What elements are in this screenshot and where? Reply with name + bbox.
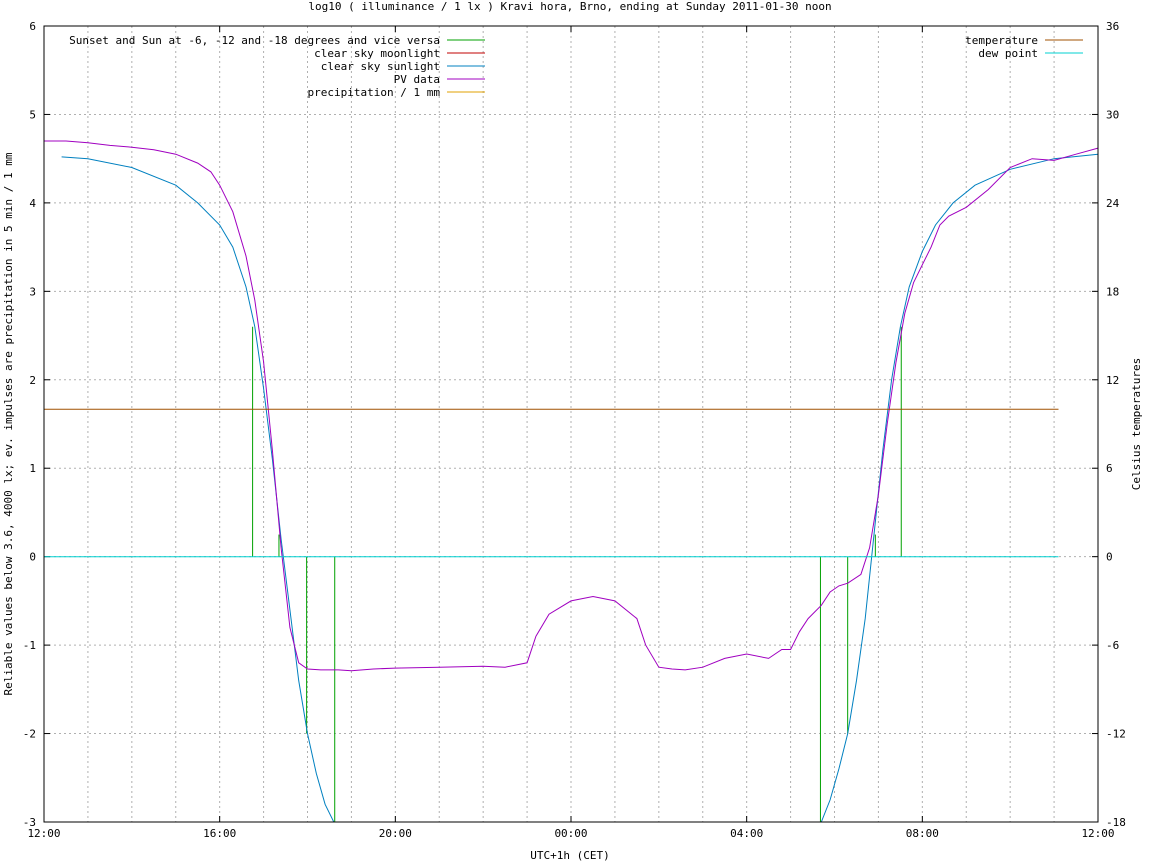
x-tick-label: 12:00 bbox=[1081, 827, 1114, 840]
y2-tick-label: 12 bbox=[1106, 374, 1119, 387]
y-tick-label: 4 bbox=[29, 197, 36, 210]
y2-tick-label: -6 bbox=[1106, 639, 1119, 652]
y2-tick-label: 36 bbox=[1106, 20, 1119, 33]
y-tick-label: 5 bbox=[29, 108, 36, 121]
x-tick-label: 08:00 bbox=[906, 827, 939, 840]
y-axis-label: Reliable values below 3.6, 4000 lx; ev. … bbox=[2, 152, 15, 695]
y2-tick-label: -12 bbox=[1106, 728, 1126, 741]
series-line-clear-sky-sunlight bbox=[61, 153, 1099, 823]
y-tick-label: 1 bbox=[29, 462, 36, 475]
legend-label: dew point bbox=[978, 47, 1038, 60]
legend-label: PV data bbox=[394, 73, 440, 86]
y-tick-label: -1 bbox=[23, 639, 36, 652]
y-tick-label: 2 bbox=[29, 374, 36, 387]
y2-tick-label: 18 bbox=[1106, 285, 1119, 298]
y-tick-label: -3 bbox=[23, 816, 36, 829]
legend-label: temperature bbox=[965, 34, 1038, 47]
y-tick-label: -2 bbox=[23, 728, 36, 741]
legend-label: clear sky moonlight bbox=[314, 47, 440, 60]
y-tick-label: 0 bbox=[29, 551, 36, 564]
y2-axis-label: Celsius temperatures bbox=[1130, 358, 1143, 490]
y2-tick-label: 24 bbox=[1106, 197, 1120, 210]
legend-label: Sunset and Sun at -6, -12 and -18 degree… bbox=[69, 34, 440, 47]
x-tick-label: 12:00 bbox=[27, 827, 60, 840]
ticks: 12:00 16:00 20:00 00:00 04:00 08:00 12:00-3-2-… bbox=[23, 20, 1126, 840]
y2-tick-label: 0 bbox=[1106, 551, 1113, 564]
chart-title: log10 ( illuminance / 1 lx ) Kravi hora,… bbox=[308, 0, 831, 13]
y2-tick-label: 6 bbox=[1106, 462, 1113, 475]
legend-label: clear sky sunlight bbox=[321, 60, 440, 73]
plot-border bbox=[43, 25, 1099, 823]
grid bbox=[44, 26, 1098, 822]
x-tick-label: 16:00 bbox=[203, 827, 236, 840]
y2-tick-label: 30 bbox=[1106, 108, 1119, 121]
series-line-PV-data bbox=[44, 140, 1099, 672]
y-tick-label: 3 bbox=[29, 285, 36, 298]
y-tick-label: 6 bbox=[29, 20, 36, 33]
x-tick-label: 04:00 bbox=[730, 827, 763, 840]
x-tick-label: 20:00 bbox=[379, 827, 412, 840]
x-axis-label: UTC+1h (CET) bbox=[530, 849, 609, 862]
legend-label: precipitation / 1 mm bbox=[308, 86, 441, 99]
y2-tick-label: -18 bbox=[1106, 816, 1126, 829]
legend: Sunset and Sun at -6, -12 and -18 degree… bbox=[69, 34, 1083, 99]
x-tick-label: 00:00 bbox=[554, 827, 587, 840]
